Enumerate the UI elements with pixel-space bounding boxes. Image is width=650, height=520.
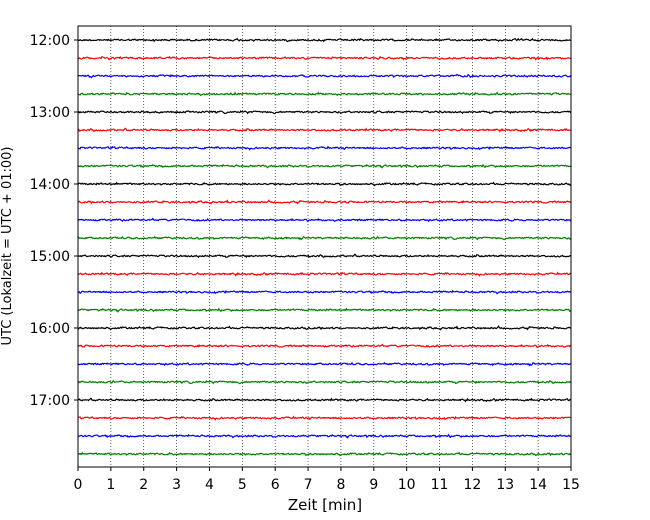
x-tick-label: 10 [398, 477, 416, 493]
x-tick-label: 11 [431, 477, 449, 493]
x-tick-label: 4 [205, 477, 214, 493]
trace-line [78, 379, 571, 385]
trace-line [77, 271, 572, 277]
trace-line [77, 451, 572, 457]
x-tick-label: 15 [562, 477, 580, 493]
x-tick-label: 1 [106, 477, 115, 493]
x-tick-label: 5 [238, 477, 247, 493]
trace-line [77, 73, 572, 79]
x-tick-label: 13 [496, 477, 514, 493]
x-tick-label: 6 [271, 477, 280, 493]
x-tick-label: 9 [369, 477, 378, 493]
x-axis-label: Zeit [min] [288, 496, 362, 514]
trace-line [77, 289, 572, 295]
x-tick-label: 3 [172, 477, 181, 493]
trace-line [77, 307, 572, 313]
y-axis-label: UTC (Lokalzeit = UTC + 01:00) [0, 147, 15, 346]
y-tick-label: 13:00 [30, 105, 70, 121]
trace-line [77, 199, 572, 205]
y-tick-label: 17:00 [30, 393, 70, 409]
y-tick-label: 14:00 [30, 177, 70, 193]
x-tick-label: 2 [139, 477, 148, 493]
x-tick-label: 12 [463, 477, 481, 493]
trace-line [77, 343, 572, 349]
trace-line [77, 253, 572, 259]
trace-line [77, 361, 572, 367]
x-axis-ticks: 0 1 2 3 4 5 6 7 8 9 10 11 12 13 14 15 [74, 467, 580, 493]
trace-line [77, 37, 572, 43]
x-tick-label: 0 [74, 477, 83, 493]
trace-line [77, 127, 572, 133]
trace-line [77, 145, 572, 151]
trace-line [77, 217, 572, 223]
plot-frame [77, 25, 572, 468]
y-tick-label: 16:00 [30, 321, 70, 337]
y-tick-label: 12:00 [30, 33, 70, 49]
trace-line [77, 163, 572, 169]
trace-line [77, 433, 572, 439]
y-axis-ticks: 12:00 13:00 14:00 15:00 16:00 17:00 [30, 33, 78, 409]
x-tick-label: 14 [529, 477, 547, 493]
trace-line [77, 415, 572, 421]
y-tick-label: 15:00 [30, 249, 70, 265]
x-tick-label: 7 [304, 477, 313, 493]
trace-line [77, 397, 572, 403]
x-tick-label: 8 [336, 477, 345, 493]
seismic-traces [77, 37, 572, 457]
trace-line [77, 110, 572, 115]
trace-line [77, 181, 572, 187]
trace-line [77, 235, 572, 241]
trace-line [77, 325, 572, 331]
trace-line [77, 91, 572, 97]
trace-line [77, 55, 572, 61]
